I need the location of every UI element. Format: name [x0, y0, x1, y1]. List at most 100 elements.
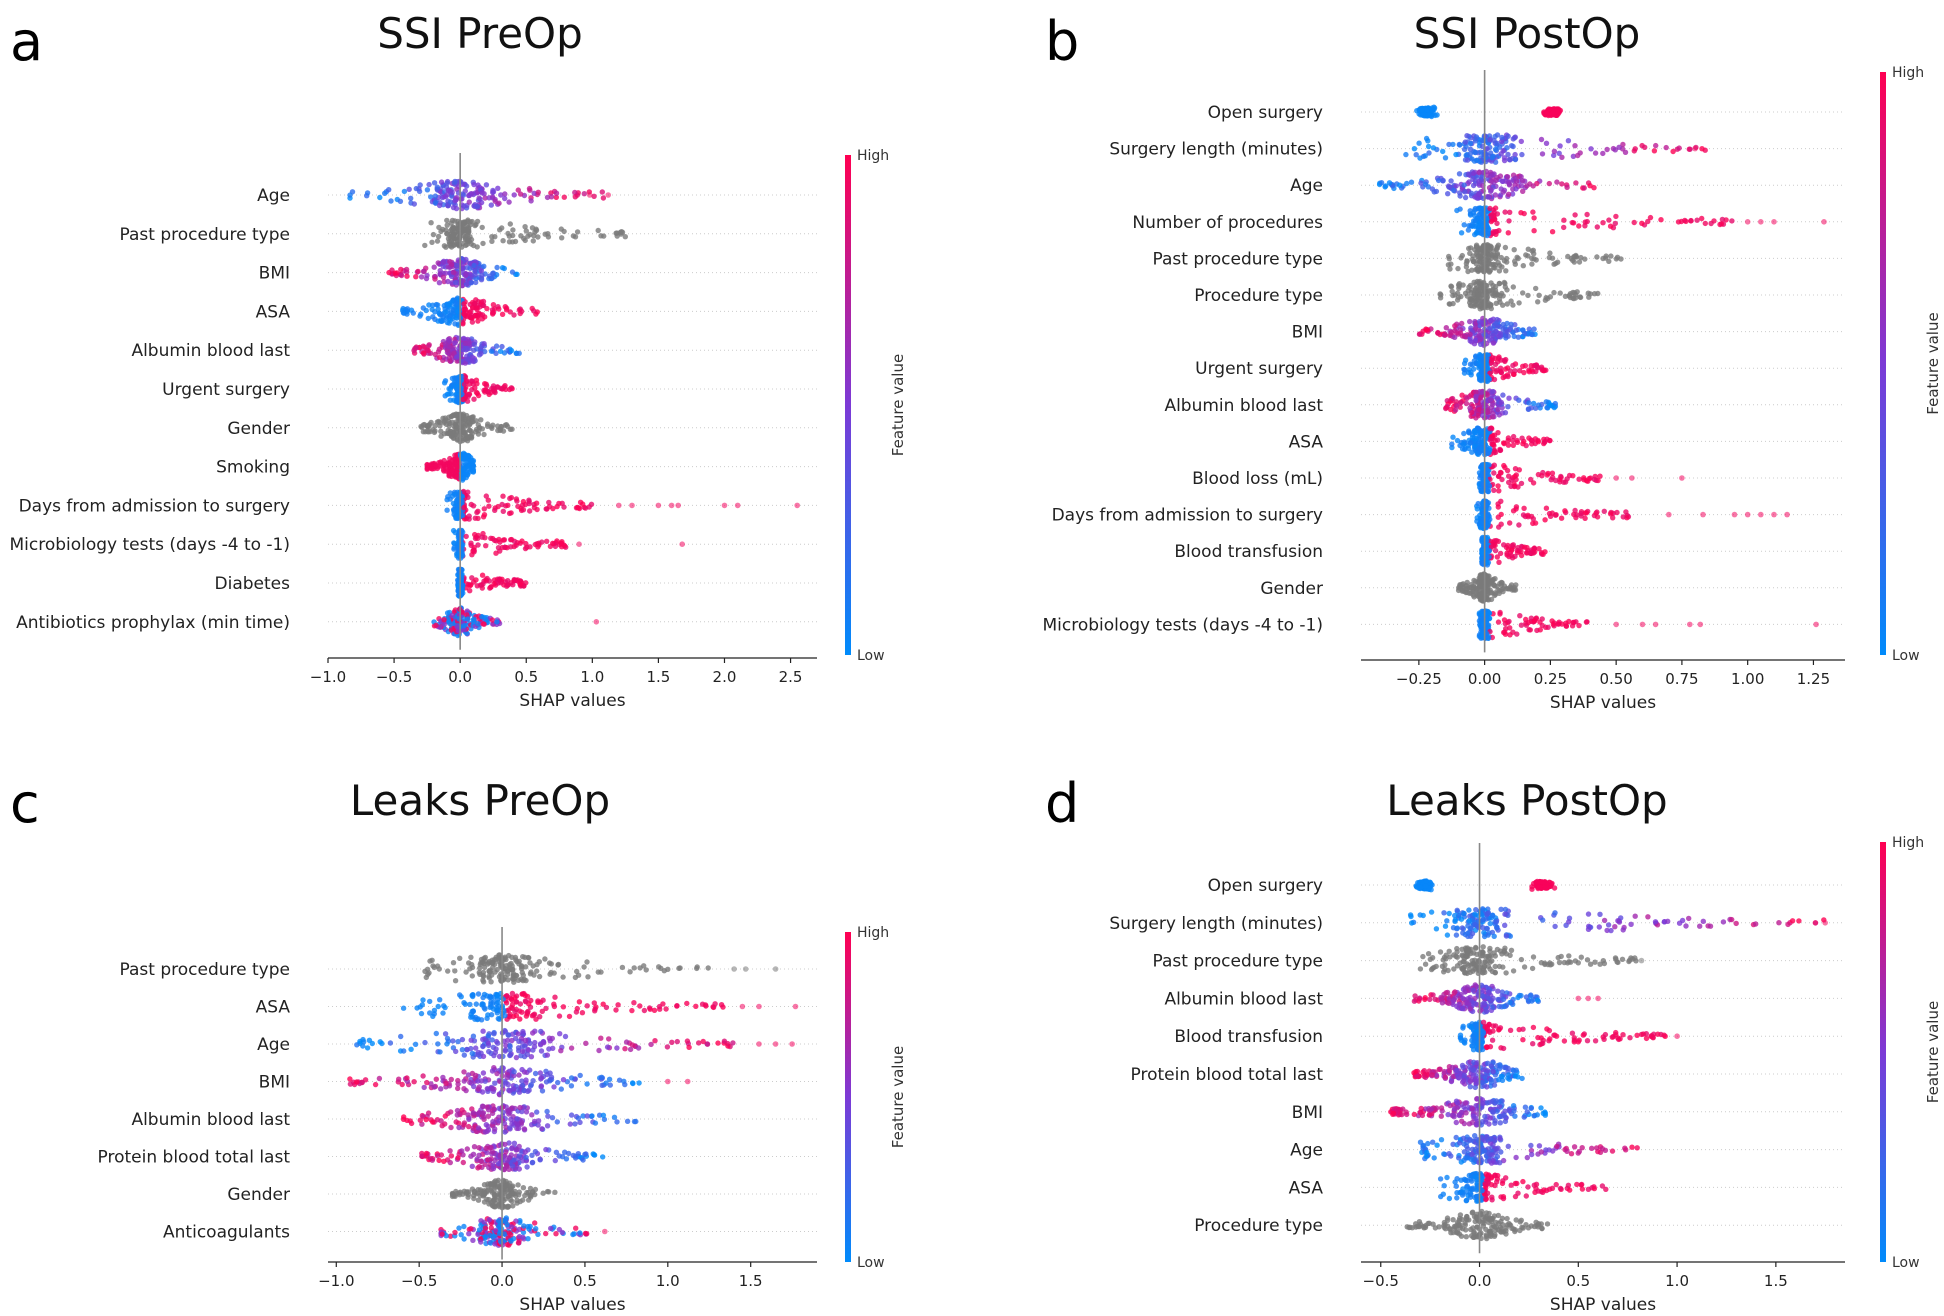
shap-point — [1526, 627, 1532, 633]
shap-point — [466, 422, 473, 428]
shap-point — [484, 423, 491, 429]
shap-point — [1452, 323, 1458, 329]
shap-point — [1699, 146, 1705, 152]
shap-point — [1510, 329, 1516, 335]
shap-point — [1530, 520, 1536, 527]
shap-point — [561, 504, 567, 510]
feature-label: Open surgery — [1208, 103, 1323, 123]
shap-point — [1523, 620, 1529, 626]
shap-point — [437, 271, 443, 277]
shap-point — [494, 619, 500, 625]
shap-point — [535, 234, 541, 240]
shap-point — [528, 198, 534, 204]
shap-outlier-point — [1692, 145, 1698, 152]
feature-label: Gender — [227, 419, 290, 439]
shap-point — [502, 304, 508, 310]
shap-point — [1462, 194, 1469, 201]
shap-point — [1525, 514, 1531, 520]
shap-point — [1505, 133, 1511, 139]
shap-point — [1651, 148, 1658, 154]
shap-point — [1459, 320, 1465, 327]
shap-outlier-point — [734, 502, 741, 509]
shap-point — [1501, 440, 1507, 446]
shap-point — [1422, 153, 1428, 159]
feature-row: Albumin blood last — [131, 334, 817, 366]
shap-point — [1422, 181, 1429, 187]
shap-point — [411, 347, 417, 354]
shap-point — [364, 190, 371, 196]
shap-point — [1502, 244, 1509, 251]
shap-point — [1498, 579, 1505, 586]
shap-point — [1465, 288, 1471, 294]
shap-point — [1424, 107, 1430, 113]
shap-point — [453, 279, 459, 286]
shap-point — [572, 194, 578, 200]
shap-point — [1510, 136, 1517, 142]
shap-point — [546, 503, 553, 510]
shap-outlier-point — [1666, 511, 1672, 518]
shap-point — [1531, 215, 1537, 221]
shap-outlier-point — [1744, 511, 1751, 518]
shap-point — [1467, 338, 1473, 344]
shap-point — [1478, 319, 1485, 325]
shap-point — [508, 347, 515, 354]
shap-point — [1488, 187, 1494, 193]
shap-point — [465, 463, 472, 469]
shap-point — [420, 305, 426, 311]
shap-point — [480, 621, 487, 627]
shap-point — [1488, 317, 1494, 324]
shap-point — [444, 222, 450, 228]
x-tick-label: 0.5 — [514, 668, 538, 686]
shap-point — [1480, 621, 1487, 627]
shap-outlier-point — [616, 502, 622, 509]
shap-point — [1469, 303, 1475, 309]
shap-point — [454, 308, 461, 315]
shap-outlier-point — [794, 502, 800, 509]
shap-point — [1474, 506, 1481, 512]
shap-point — [471, 396, 477, 402]
shap-point — [1496, 488, 1502, 494]
feature-row: Albumin blood last — [1164, 388, 1845, 421]
shap-point — [465, 415, 472, 421]
feature-row: Antibiotics prophylax (min time) — [16, 605, 817, 639]
shap-point — [1454, 207, 1460, 214]
shap-point — [505, 578, 511, 584]
shap-point — [424, 347, 430, 354]
shap-point — [1515, 255, 1522, 262]
shap-point — [438, 317, 444, 323]
shap-point — [1464, 133, 1470, 139]
shap-point — [509, 269, 516, 275]
shap-point — [1468, 325, 1474, 331]
shap-point — [1467, 140, 1474, 147]
shap-point — [1497, 447, 1503, 454]
shap-point — [1418, 180, 1424, 186]
shap-point — [1478, 209, 1485, 216]
shap-point — [1466, 172, 1472, 178]
shap-point — [1473, 134, 1480, 140]
shap-point — [1517, 613, 1523, 619]
shap-point — [1467, 296, 1473, 303]
shap-outlier-point — [1744, 219, 1751, 225]
shap-point — [502, 195, 508, 202]
shap-point — [471, 181, 477, 188]
shap-point — [1500, 392, 1506, 398]
shap-point — [1516, 397, 1522, 403]
feature-row: BMI — [1292, 315, 1845, 348]
shap-point — [446, 350, 452, 357]
shap-point — [539, 539, 545, 545]
shap-point — [1512, 175, 1519, 181]
shap-point — [1502, 410, 1509, 416]
shap-point — [513, 496, 520, 502]
shap-point — [1510, 143, 1516, 150]
shap-point — [445, 202, 451, 209]
shap-point — [1549, 255, 1556, 261]
shap-point — [526, 498, 532, 505]
shap-point — [422, 242, 428, 249]
shap-point — [1525, 292, 1531, 299]
shap-point — [515, 187, 521, 193]
shap-point — [1448, 283, 1454, 289]
shap-point — [464, 241, 470, 248]
shap-point — [444, 391, 451, 397]
shap-point — [1457, 582, 1463, 588]
shap-point — [490, 422, 496, 428]
